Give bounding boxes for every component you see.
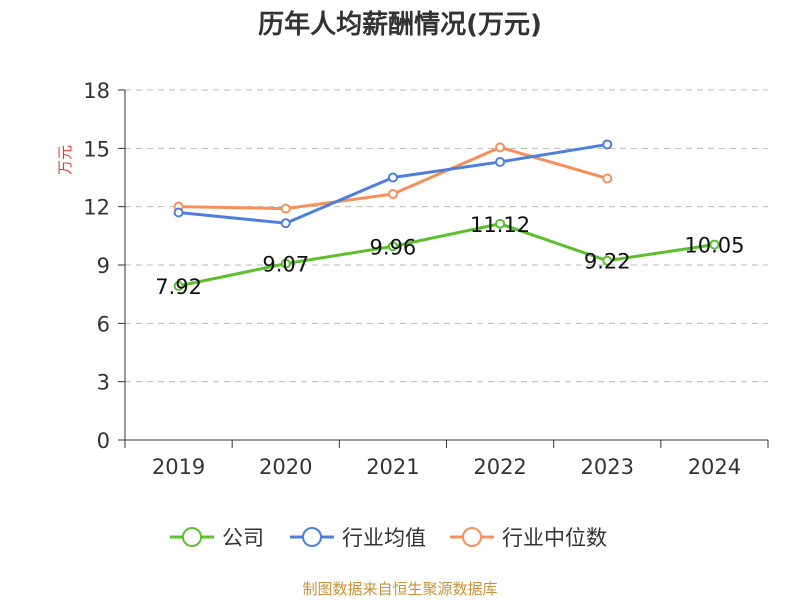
- series-line-0: [178, 222, 715, 288]
- data-point-series-1: [280, 218, 291, 229]
- data-point-series-0: [173, 281, 184, 291]
- chart-title: 历年人均薪酬情况(万元): [258, 10, 542, 40]
- y-tick-label: 6: [97, 312, 110, 336]
- legend: 公司 行业均值 行业中位数: [170, 526, 607, 550]
- y-tick-label: 15: [83, 137, 110, 161]
- data-label: 7.92: [155, 275, 202, 299]
- data-point-series-0: [387, 241, 398, 252]
- data-point-series-1: [387, 172, 398, 183]
- data-label: 11.12: [470, 213, 530, 237]
- x-tick-label: 2022: [473, 455, 526, 479]
- legend-label: 公司: [222, 526, 264, 550]
- data-point-series-0: [602, 255, 613, 266]
- legend-label: 行业均值: [342, 526, 426, 550]
- data-label: 9.96: [370, 235, 417, 259]
- series-layer: [173, 139, 720, 291]
- data-point-series-1: [173, 207, 184, 218]
- x-tick-label: 2023: [581, 455, 634, 479]
- data-label: 9.07: [262, 253, 309, 277]
- legend-item-0: 公司: [170, 526, 264, 550]
- data-point-series-2: [387, 189, 398, 200]
- x-tick-label: 2020: [259, 455, 312, 479]
- data-point-series-1: [495, 156, 506, 167]
- data-point-series-1: [602, 139, 613, 150]
- y-tick-label: 0: [97, 429, 110, 453]
- data-label: 9.22: [584, 250, 631, 274]
- legend-marker: [462, 527, 482, 547]
- data-point-series-0: [280, 258, 291, 269]
- y-tick-label: 12: [83, 196, 110, 220]
- legend-item-2: 行业中位数: [450, 526, 607, 550]
- label-layer: 7.92 9.07 9.96 11.12 9.22 10.05: [155, 213, 744, 299]
- legend-label: 行业中位数: [502, 526, 607, 550]
- x-tick-label: 2019: [152, 455, 205, 479]
- data-point-series-0: [495, 218, 506, 229]
- axis-layer: 0 3 6 9 12 15 18 2019 2020 2021 2022 2023 2024: [83, 79, 769, 479]
- legend-item-1: 行业均值: [290, 526, 426, 550]
- data-point-series-2: [495, 142, 506, 153]
- legend-marker: [302, 527, 322, 547]
- data-label: 10.05: [684, 234, 744, 258]
- y-tick-label: 9: [97, 254, 110, 278]
- data-point-series-0: [709, 239, 720, 250]
- y-axis-title: 万元: [56, 145, 74, 175]
- data-point-series-2: [602, 173, 613, 184]
- source-note: 制图数据来自恒生聚源数据库: [302, 580, 498, 598]
- y-tick-label: 3: [97, 371, 110, 395]
- series-line-1: [178, 142, 608, 225]
- x-tick-label: 2024: [688, 455, 741, 479]
- legend-marker: [182, 527, 202, 547]
- grid-layer: [125, 89, 768, 383]
- data-point-series-2: [280, 203, 291, 214]
- x-tick-label: 2021: [366, 455, 419, 479]
- y-tick-label: 18: [83, 79, 110, 103]
